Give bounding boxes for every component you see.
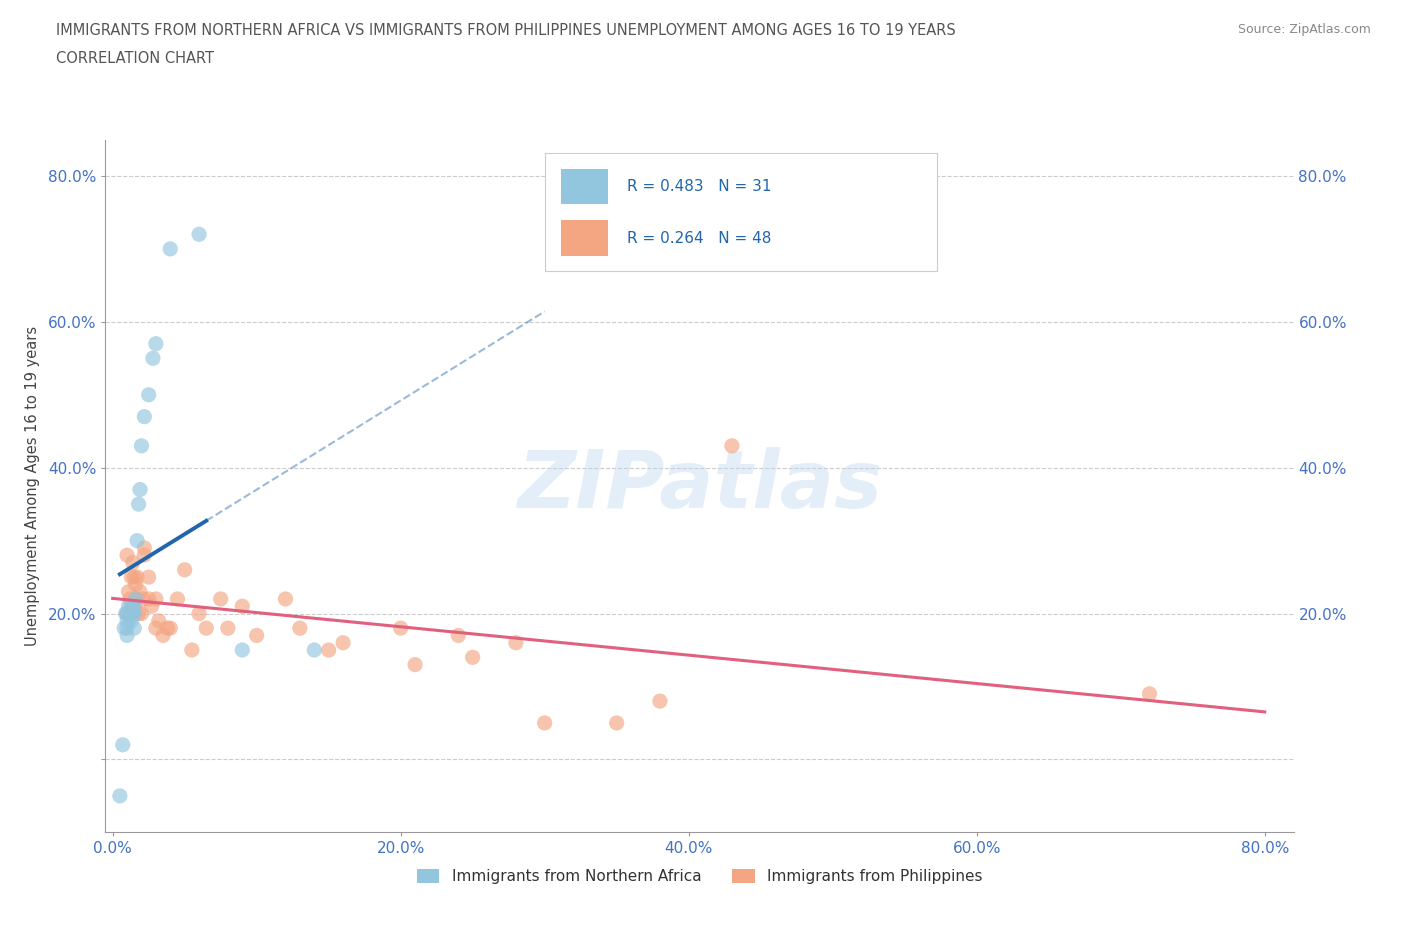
Point [114, 606, 136, 621]
Point [231, 599, 253, 614]
Point [141, 599, 163, 614]
Point [145, 337, 167, 352]
Point [156, 620, 179, 635]
Point [138, 387, 160, 402]
Point [134, 548, 156, 563]
Point [461, 650, 484, 665]
Point [288, 620, 311, 635]
Point [721, 438, 744, 453]
Text: IMMIGRANTS FROM NORTHERN AFRICA VS IMMIGRANTS FROM PHILIPPINES UNEMPLOYMENT AMON: IMMIGRANTS FROM NORTHERN AFRICA VS IMMIG… [56, 23, 956, 38]
Point [122, 620, 145, 635]
Point [142, 351, 165, 365]
Point [138, 570, 160, 585]
Point [118, 606, 141, 621]
Point [108, 789, 131, 804]
Point [152, 628, 174, 643]
Point [505, 635, 527, 650]
Point [121, 606, 143, 621]
Point [111, 737, 134, 752]
Point [318, 643, 340, 658]
Point [134, 540, 156, 555]
Point [112, 620, 135, 635]
Point [145, 620, 167, 635]
Point [145, 591, 167, 606]
Point [125, 577, 148, 591]
Point [125, 591, 148, 606]
Text: Source: ZipAtlas.com: Source: ZipAtlas.com [1237, 23, 1371, 36]
Point [533, 715, 555, 730]
Point [138, 591, 160, 606]
Point [132, 591, 155, 606]
Point [304, 643, 326, 658]
Point [125, 591, 148, 606]
Point [606, 715, 628, 730]
Point [128, 497, 150, 512]
Point [128, 606, 150, 621]
Point [389, 620, 412, 635]
Point [231, 643, 253, 658]
Point [115, 620, 138, 635]
Point [188, 227, 211, 242]
Point [217, 620, 239, 635]
Point [274, 591, 297, 606]
Text: CORRELATION CHART: CORRELATION CHART [56, 51, 214, 66]
Point [131, 606, 153, 621]
Text: ZIPatlas: ZIPatlas [517, 447, 882, 525]
Point [120, 570, 142, 585]
Point [120, 614, 142, 629]
Point [115, 548, 138, 563]
Point [120, 606, 142, 621]
Point [122, 570, 145, 585]
Point [648, 694, 671, 709]
Point [447, 628, 470, 643]
Point [115, 614, 138, 629]
Point [122, 606, 145, 621]
Point [1139, 686, 1161, 701]
Point [131, 438, 153, 453]
Point [173, 563, 195, 578]
Point [117, 584, 139, 599]
Point [127, 533, 149, 548]
Point [159, 242, 181, 257]
Point [188, 606, 211, 621]
Point [115, 606, 138, 621]
Point [118, 606, 141, 621]
Point [129, 584, 152, 599]
Point [404, 658, 426, 672]
Point [148, 614, 170, 629]
Y-axis label: Unemployment Among Ages 16 to 19 years: Unemployment Among Ages 16 to 19 years [24, 326, 39, 646]
Point [129, 482, 152, 497]
Point [332, 635, 354, 650]
Point [120, 599, 142, 614]
Point [195, 620, 218, 635]
Point [209, 591, 232, 606]
Point [180, 643, 202, 658]
Point [134, 409, 156, 424]
Point [122, 599, 145, 614]
Point [118, 591, 141, 606]
Point [117, 599, 139, 614]
Point [115, 606, 138, 621]
Point [159, 620, 181, 635]
Legend: Immigrants from Northern Africa, Immigrants from Philippines: Immigrants from Northern Africa, Immigra… [411, 863, 988, 891]
Point [166, 591, 188, 606]
Point [121, 555, 143, 570]
Point [246, 628, 269, 643]
Point [115, 628, 138, 643]
Point [127, 570, 149, 585]
